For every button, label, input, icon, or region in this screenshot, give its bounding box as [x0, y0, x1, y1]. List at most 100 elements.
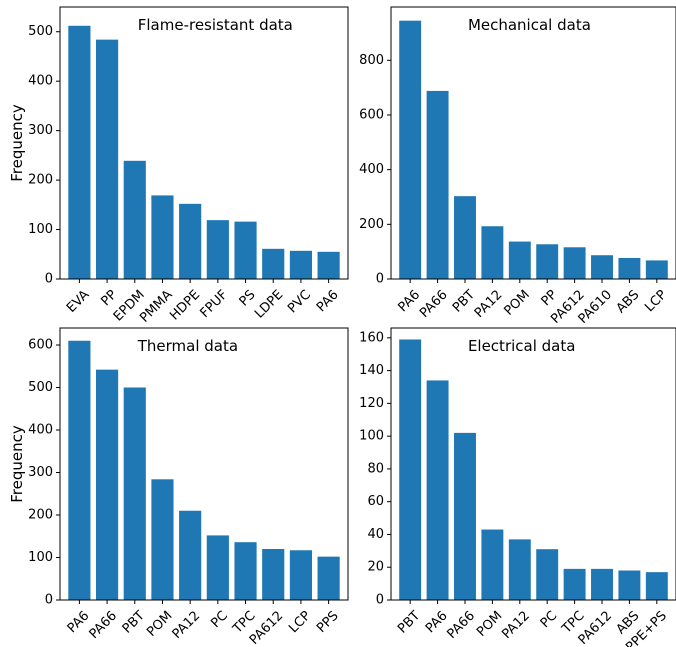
bar-pa66: [96, 369, 119, 600]
y-tick-label: 20: [367, 560, 384, 575]
bar-lcp: [289, 550, 312, 600]
bar-pa612: [591, 568, 613, 600]
bar-pa6: [399, 20, 422, 279]
x-tick-label: PA66: [417, 287, 451, 321]
x-tick-label: PA12: [170, 608, 204, 642]
bar-ps: [234, 221, 257, 279]
bar-pa610: [591, 255, 613, 279]
bar-tpc: [563, 568, 586, 600]
x-tick-label: PA66: [444, 608, 478, 642]
bar-pc: [536, 549, 559, 600]
y-tick-label: 60: [367, 494, 384, 509]
chart-title: Flame-resistant data: [138, 16, 293, 34]
bar-pp: [96, 39, 119, 279]
bar-ppe-ps: [645, 572, 668, 600]
bar-pa612: [262, 549, 285, 600]
x-tick-label: ABS: [614, 287, 643, 316]
x-tick-label: PVC: [285, 287, 314, 316]
bar-pa12: [508, 539, 531, 600]
y-tick-label: 500: [28, 24, 53, 39]
bar-ldpe: [262, 248, 285, 279]
y-tick-label: 400: [28, 423, 53, 438]
x-tick-label: LCP: [286, 608, 314, 636]
y-tick-label: 200: [359, 217, 384, 232]
y-tick-label: 800: [359, 53, 384, 68]
chart-title: Electrical data: [468, 337, 576, 355]
y-tick-label: 0: [45, 272, 53, 287]
y-tick-label: 100: [28, 222, 53, 237]
y-tick-label: 120: [359, 396, 384, 411]
x-tick-label: PA12: [499, 608, 533, 642]
x-tick-label: PBT: [395, 608, 423, 636]
x-tick-label: PPS: [314, 608, 342, 636]
y-tick-label: 100: [359, 429, 384, 444]
axes-frame: [59, 327, 349, 601]
bar-pp: [536, 244, 559, 279]
y-tick-label: 0: [376, 272, 384, 287]
bar-pa612: [563, 247, 586, 279]
bar-abs: [618, 257, 641, 279]
chart-title: Mechanical data: [468, 16, 591, 34]
y-tick-label: 0: [376, 593, 384, 608]
bar-pa12: [179, 510, 202, 600]
x-tick-label: FPUF: [197, 287, 230, 320]
bar-pom: [508, 241, 531, 279]
bar-pc: [206, 535, 229, 600]
y-tick-label: 160: [359, 330, 384, 345]
x-tick-label: PBT: [120, 608, 148, 636]
bar-pa6: [68, 340, 91, 600]
x-tick-label: POM: [144, 608, 175, 639]
bar-fpuf: [206, 220, 229, 279]
bar-pom: [151, 479, 174, 600]
axes-frame: [59, 6, 349, 280]
y-tick-label: 300: [28, 123, 53, 138]
y-tick-label: 500: [28, 380, 53, 395]
bar-abs: [618, 570, 641, 600]
axes-frame: [390, 6, 676, 280]
x-tick-label: POM: [474, 608, 505, 639]
bar-pbt: [454, 196, 476, 279]
y-tick-label: 200: [28, 508, 53, 523]
y-axis-label: Frequency: [8, 104, 26, 182]
x-tick-label: PA66: [87, 608, 121, 642]
x-tick-label: PA12: [472, 287, 506, 321]
bar-pom: [481, 529, 504, 600]
bar-epdm: [123, 160, 146, 279]
chart-title: Thermal data: [137, 337, 238, 355]
bar-pbt: [123, 387, 146, 600]
y-tick-label: 80: [367, 461, 384, 476]
y-axis-label: Frequency: [8, 425, 26, 503]
x-tick-label: LCP: [642, 287, 670, 315]
bar-pa6: [317, 251, 340, 279]
bar-tpc: [234, 542, 257, 600]
x-tick-label: PS: [237, 287, 259, 309]
bar-pa12: [481, 226, 504, 279]
bar-lcp: [645, 260, 668, 279]
x-tick-label: POM: [502, 287, 533, 318]
y-tick-label: 0: [45, 593, 53, 608]
x-tick-label: LDPE: [252, 287, 286, 321]
x-tick-label: PMMA: [137, 287, 175, 325]
x-tick-label: PP: [98, 287, 120, 309]
bar-pbt: [399, 339, 422, 600]
y-tick-label: 200: [28, 173, 53, 188]
y-tick-label: 600: [28, 338, 53, 353]
x-tick-label: HDPE: [167, 287, 203, 323]
x-tick-label: PA6: [314, 287, 342, 315]
bar-pa66: [454, 432, 476, 600]
x-tick-label: EVA: [64, 287, 92, 315]
y-tick-label: 100: [28, 550, 53, 565]
y-tick-label: 140: [359, 363, 384, 378]
bar-pa66: [426, 90, 449, 279]
bar-pvc: [289, 250, 312, 279]
x-tick-label: PP: [539, 287, 561, 309]
y-tick-label: 600: [359, 107, 384, 122]
bar-pps: [317, 556, 340, 600]
axes-frame: [390, 327, 676, 601]
y-tick-label: 400: [359, 162, 384, 177]
